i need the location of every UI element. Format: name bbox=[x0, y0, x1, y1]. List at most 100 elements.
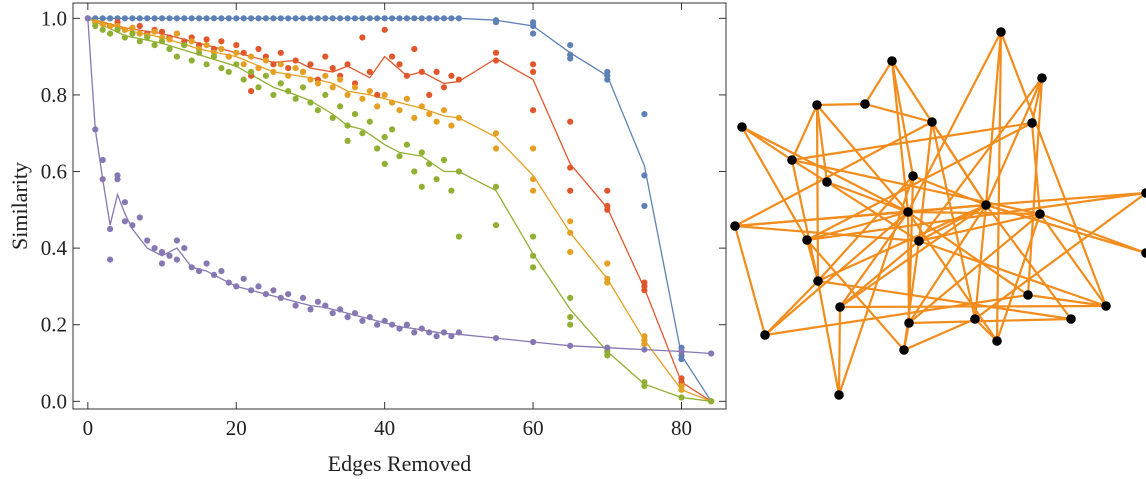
series-3-point-16 bbox=[210, 53, 218, 60]
series-0-point-40 bbox=[381, 15, 388, 22]
network-node-27 bbox=[992, 336, 1002, 346]
network-edge-8 bbox=[917, 76, 1044, 243]
series-4-point-13 bbox=[151, 245, 158, 252]
series-2-point-2 bbox=[107, 22, 114, 30]
series-2-point-30 bbox=[314, 80, 321, 87]
network-node-1 bbox=[887, 56, 897, 66]
series-3-point-0 bbox=[92, 22, 99, 30]
series-0-point-3 bbox=[107, 15, 114, 22]
series-4-point-56 bbox=[455, 329, 462, 336]
network-edge-79 bbox=[1026, 76, 1044, 297]
x-tick-label-3: 60 bbox=[523, 416, 544, 440]
series-2-point-40 bbox=[389, 99, 396, 106]
network-edge-1 bbox=[984, 30, 1003, 207]
series-0-point-12 bbox=[173, 15, 180, 22]
network-node-6 bbox=[927, 117, 937, 127]
y-tick-label-1: 0.2 bbox=[41, 313, 67, 337]
series-3-point-67 bbox=[678, 394, 685, 401]
series-0-line bbox=[87, 17, 712, 402]
series-1-point-48 bbox=[440, 84, 448, 91]
network-edge-53 bbox=[838, 203, 988, 309]
series-3-point-53 bbox=[455, 233, 462, 240]
x-tick-label-2: 40 bbox=[374, 416, 395, 440]
series-2-point-37 bbox=[366, 88, 373, 95]
network-edge-24 bbox=[805, 121, 1034, 242]
network-node-10 bbox=[908, 171, 918, 181]
series-0-point-64 bbox=[641, 202, 648, 210]
series-0-point-7 bbox=[136, 15, 143, 22]
series-2-point-21 bbox=[248, 53, 255, 60]
network-node-23 bbox=[904, 318, 914, 328]
series-3-point-39 bbox=[374, 145, 381, 152]
network-edge-38 bbox=[733, 224, 767, 337]
axis-ticks: 0 20 40 60 80 0.0 0.2 0.4 0.6 0.8 1.0 bbox=[41, 3, 726, 440]
series-0-point-32 bbox=[322, 15, 329, 22]
network-edge-5 bbox=[890, 59, 910, 214]
series-4-point-37 bbox=[314, 298, 321, 305]
series-3-point-68 bbox=[708, 398, 715, 405]
network-edge-56 bbox=[1038, 212, 1108, 308]
series-1-point-17 bbox=[218, 38, 225, 45]
series-3-point-29 bbox=[307, 99, 314, 106]
series-2-point-50 bbox=[492, 130, 500, 137]
series-4-point-44 bbox=[366, 314, 373, 321]
y-tick-label-5: 1.0 bbox=[41, 6, 67, 30]
series-3-point-32 bbox=[329, 114, 336, 121]
x-axis-title: Edges Removed bbox=[328, 451, 472, 476]
network-node-18 bbox=[1141, 248, 1146, 258]
series-4-point-47 bbox=[389, 321, 396, 328]
series-2-point-29 bbox=[307, 76, 314, 83]
x-tick-label-1: 20 bbox=[226, 416, 247, 440]
series-3-point-36 bbox=[351, 111, 359, 118]
series-4-point-57 bbox=[492, 335, 500, 342]
series-4-point-49 bbox=[403, 321, 410, 328]
network-node-25 bbox=[1066, 314, 1076, 324]
network-edge-0 bbox=[906, 30, 1003, 214]
series-1-point-30 bbox=[307, 61, 314, 68]
series-4-point-50 bbox=[411, 329, 418, 336]
series-2-point-51 bbox=[492, 145, 500, 152]
series-0-point-19 bbox=[225, 15, 232, 22]
series-2-point-1 bbox=[99, 21, 106, 28]
network-edge-10 bbox=[815, 102, 867, 107]
network-edge-65 bbox=[984, 203, 1146, 255]
y-axis-title: Similarity bbox=[7, 162, 32, 250]
network-node-9 bbox=[822, 177, 832, 187]
series-3-point-21 bbox=[248, 68, 255, 75]
network-edge-39 bbox=[906, 203, 988, 214]
network-edge-13 bbox=[815, 103, 820, 283]
series-3-point-15 bbox=[203, 61, 210, 68]
series-3-point-41 bbox=[381, 160, 388, 167]
series-1-point-35 bbox=[344, 61, 351, 68]
network-node-4 bbox=[860, 99, 870, 109]
series-0-point-46 bbox=[426, 15, 433, 22]
series-3-point-34 bbox=[344, 122, 351, 129]
series-4-point-15 bbox=[158, 260, 166, 267]
series-4-point-38 bbox=[322, 302, 329, 309]
series-4-point-43 bbox=[359, 317, 366, 324]
network-node-14 bbox=[1035, 209, 1045, 219]
series-3-point-7 bbox=[144, 34, 151, 41]
series-4-point-11 bbox=[136, 214, 143, 221]
series-3-point-24 bbox=[270, 91, 277, 98]
series-4-point-63 bbox=[708, 350, 715, 357]
series-1-point-27 bbox=[285, 65, 292, 72]
series-1-point-22 bbox=[248, 88, 255, 95]
network-node-12 bbox=[903, 207, 913, 217]
series-0-point-31 bbox=[314, 15, 321, 22]
series-4-point-10 bbox=[129, 222, 136, 229]
network-edge-75 bbox=[907, 317, 1073, 325]
series-3-point-52 bbox=[455, 168, 462, 175]
series-3-point-6 bbox=[136, 38, 143, 45]
network-node-24 bbox=[835, 302, 845, 312]
series-0-point-58 bbox=[567, 55, 574, 62]
series-4-point-54 bbox=[440, 329, 448, 336]
network-edge-20 bbox=[930, 120, 988, 207]
series-3-point-50 bbox=[440, 156, 448, 164]
series-0-point-11 bbox=[166, 15, 173, 22]
network-edge-66 bbox=[763, 293, 1030, 337]
series-2-point-54 bbox=[530, 187, 537, 194]
series-1-point-20 bbox=[240, 49, 247, 56]
series-3-point-23 bbox=[262, 72, 269, 79]
